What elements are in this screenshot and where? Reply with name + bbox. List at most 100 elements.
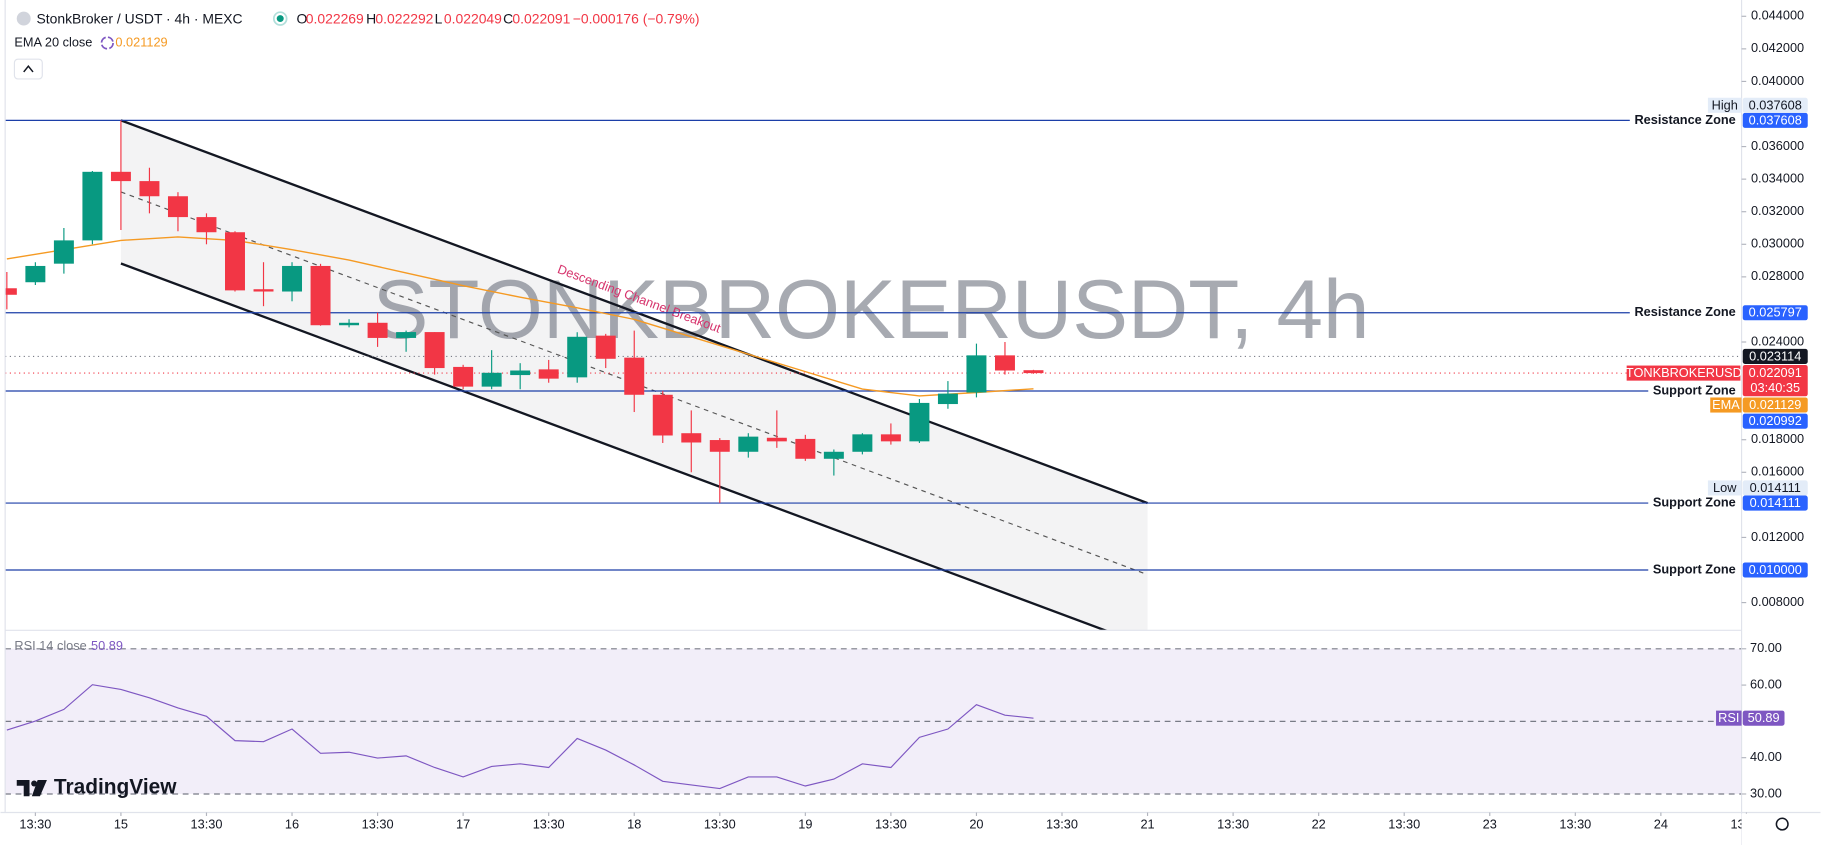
extreme-label-bg [1707,97,1742,113]
candle-body [510,370,531,376]
extreme-label-bg [1707,480,1742,496]
candle-body [5,288,17,295]
extreme-label: Low [1713,480,1737,495]
y-tick-label: 0.028000 [1751,268,1804,283]
candle-body [880,434,901,442]
candle-body [481,372,502,387]
reference-tag-bg [1742,348,1808,364]
ohlc-value: 0.022292 [375,10,433,26]
y-tick-label: 0.040000 [1751,73,1804,88]
level-label: Support Zone [1653,494,1736,509]
x-tick-label: 22 [1312,817,1326,832]
ema-legend-value: 0.021129 [115,34,167,49]
channel-mid [120,191,1148,576]
ohlc-letter: C [503,10,513,26]
ema-tag: 0.021129 [1749,397,1801,412]
level-tag: 0.037608 [1749,112,1802,127]
level-label: Support Zone [1653,561,1736,576]
x-tick-label: 13:30 [1217,817,1249,832]
candle-body [396,332,417,338]
rsi-tag-bg [1742,710,1785,726]
x-tick-label: 13:30 [191,817,223,832]
logo-icon [16,780,47,797]
extreme-tag-bg [1742,480,1808,496]
ohlc-value: 0.022269 [306,10,364,26]
x-tick-label: 24 [1654,817,1668,832]
x-tick-label: 13:30 [1388,817,1420,832]
extreme-tag: 0.014111 [1750,480,1801,495]
candle-body [538,369,559,379]
rsi-y-tick-label: 70.00 [1750,640,1782,655]
x-tick-label: 23 [1483,817,1497,832]
background-layer: STONKBROKERUSDT, 4h [373,262,1370,356]
main-pane: Descending Channel Breakout [5,119,1742,631]
candle-body [681,433,702,443]
y-tick-label: 0.034000 [1751,171,1804,186]
ema-legend: EMA 20 close [14,34,92,49]
candle-body [738,436,759,452]
x-tick-label: 21 [1140,817,1154,832]
candle-body [652,394,673,436]
x-tick-label: 13:30 [533,817,565,832]
x-tick-label: 13:30 [1559,817,1591,832]
candle-body [909,402,930,442]
candle-body [339,322,360,326]
status-dot [276,15,284,23]
y-tick-label: 0.042000 [1751,40,1804,55]
candle-body [196,217,217,233]
collapse-button[interactable] [13,58,43,80]
x-tick-label: 13:30 [362,817,394,832]
x-tick-label: 13:30 [1046,817,1078,832]
candle-body [567,336,588,378]
ohlc-value: 0.022049 [444,10,502,26]
candle-body [1023,370,1044,374]
y-tick-label: 0.016000 [1751,464,1804,479]
symbol-title: StonkBroker / USDT · 4h · MEXC [36,10,242,26]
extreme-tag-bg [1742,97,1808,113]
candle-body [110,171,131,182]
candle-body [994,355,1015,371]
level-label: Resistance Zone [1634,112,1735,127]
level-tag: 0.010000 [1749,562,1802,577]
extreme-label: High [1712,97,1738,112]
rsi-pane [5,648,1742,795]
candle-body [25,265,46,283]
candle-body [823,451,844,459]
candle-body [82,171,103,241]
candle-body [367,322,388,338]
ema-line [6,236,1034,397]
status-ring [272,11,288,26]
candle-body [310,265,331,326]
candle-body [225,232,245,291]
ema-tag-label-bg [1710,397,1742,413]
level-tag-bg [1742,562,1808,578]
x-tick-label: 18 [627,817,641,832]
rsi-tag-label: RSI [1718,710,1739,725]
extreme-tag: 0.037608 [1749,97,1802,112]
x-tick-label: 17 [456,817,470,832]
y-tick-label: 0.044000 [1751,8,1804,23]
ohlc-letter: H [366,10,376,26]
logo-text: TradingView [54,776,177,799]
price-tag-countdown: 03:40:35 [1750,380,1800,395]
level-tag-bg [1742,112,1808,128]
legend: StonkBroker / USDT · 4h · MEXC −0.000176… [13,10,700,799]
candle-body [167,196,188,218]
ohlc-letter: L [435,10,443,26]
settings-button[interactable] [1775,817,1789,831]
channel-upper [120,119,1148,505]
rsi-y-tick-label: 40.00 [1750,749,1782,764]
level-tag-bg [1742,495,1808,511]
candle-body [453,366,474,387]
candle-body [595,335,616,359]
candle-body [53,240,74,264]
candle-body [852,434,873,452]
price-tag-bg [1742,364,1808,397]
level-tag: 0.025797 [1749,305,1802,320]
price-tag-label: STONKBROKERUSDT [1617,365,1749,380]
symbol-icon [16,11,31,26]
level-tag-bg [1742,413,1808,429]
y-tick-label: 0.036000 [1751,138,1804,153]
y-tick-label: 0.012000 [1751,529,1804,544]
